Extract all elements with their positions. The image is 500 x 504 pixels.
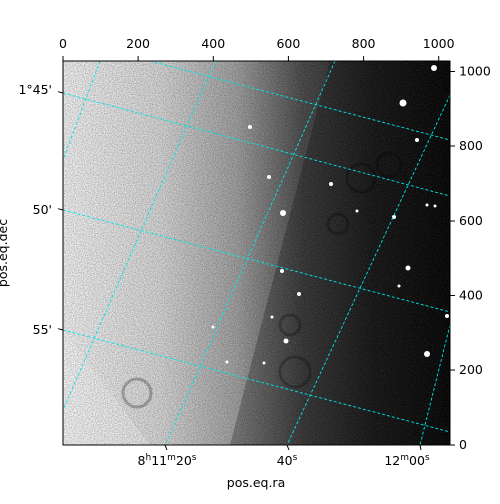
dec-gridline-1 <box>63 92 450 197</box>
top-tick-label: 400 <box>201 36 225 51</box>
sky-image <box>63 61 450 445</box>
dec-gridline-3 <box>63 329 450 433</box>
axes-frame <box>62 60 451 446</box>
ra-gridline-5 <box>419 324 450 445</box>
dec-tick-label: 1°45' <box>18 82 52 97</box>
top-pixel-axis <box>62 56 440 61</box>
right-tick-label: 1000 <box>459 64 491 79</box>
ra-tick-label: 40s <box>277 453 298 468</box>
top-tick-label: 600 <box>276 36 300 51</box>
ra-gridline-2 <box>63 61 216 411</box>
dec-gridline-2 <box>63 209 450 313</box>
top-tick-label: 0 <box>59 36 67 51</box>
ra-tick-label: 8h11m20s <box>138 453 197 468</box>
right-pixel-axis <box>450 71 455 446</box>
right-tick-label: 600 <box>459 213 483 228</box>
right-tick-label: 400 <box>459 288 483 303</box>
y-axis-label: pos.eq.dec <box>0 219 10 287</box>
right-tick-label: 800 <box>459 138 483 153</box>
dec-gridline-4 <box>149 61 450 141</box>
right-tick-label: 200 <box>459 362 483 377</box>
ra-tick-label: 12m00s <box>384 453 430 468</box>
x-axis-label: pos.eq.ra <box>227 475 285 490</box>
right-tick-label: 0 <box>459 437 467 452</box>
dec-tick-label: 55' <box>33 322 52 337</box>
ra-gridline-1 <box>63 61 101 161</box>
top-tick-label: 1000 <box>423 36 455 51</box>
ra-gridline-4 <box>286 94 450 445</box>
dec-tick-label: 50' <box>33 202 52 217</box>
top-tick-label: 800 <box>352 36 376 51</box>
top-tick-label: 200 <box>126 36 150 51</box>
coordinate-grid <box>63 61 450 445</box>
